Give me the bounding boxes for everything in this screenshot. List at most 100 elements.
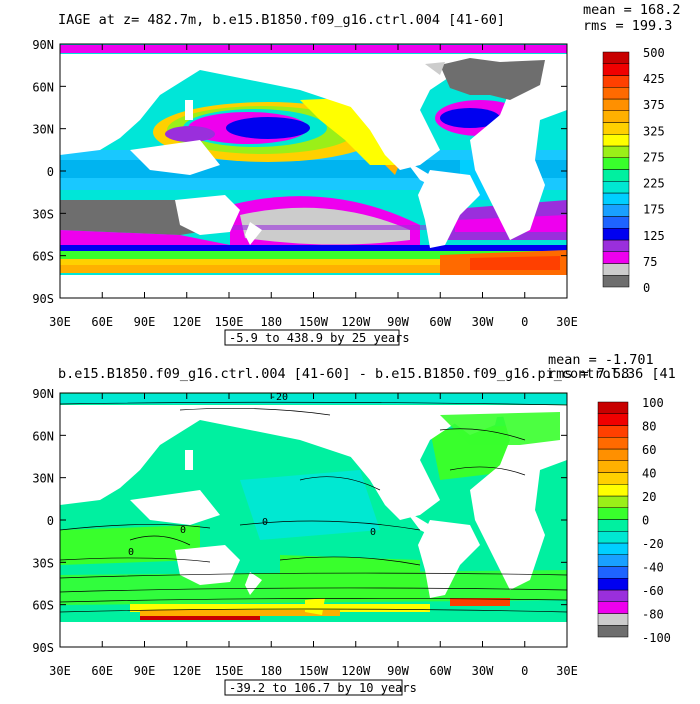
north-pacific-old-water [165, 126, 215, 142]
north-pacific-old-water [226, 117, 310, 139]
lat-label: 60N [32, 429, 54, 443]
lon-label: 60E [91, 315, 113, 329]
lon-label: 120W [341, 315, 371, 329]
lon-label: 30W [472, 315, 494, 329]
contour-labels: -20 0 0 0 0 [128, 392, 376, 558]
southern-red [450, 598, 510, 606]
lat-label: 90S [32, 292, 54, 306]
panel2-range-box [224, 679, 403, 696]
colorbar-label: 225 [643, 177, 665, 191]
colorbar-swatch [602, 145, 630, 158]
lon-label: 30E [556, 315, 578, 329]
panel2-range-label: -39.2 to 106.7 by 10 years [229, 681, 417, 695]
lon-label: 60W [429, 664, 451, 678]
colorbar-label: 40 [642, 467, 656, 481]
lat-label: 60N [32, 80, 54, 94]
lon-label: 30E [556, 664, 578, 678]
panel1-ticks [59, 43, 568, 299]
lat-label: 60S [32, 599, 54, 613]
colorbar-swatch [597, 495, 629, 508]
colorbar-swatch [597, 578, 629, 591]
colorbar-label: 0 [642, 514, 649, 528]
panel2-map: -20 0 0 0 0 [60, 392, 567, 647]
colorbar-swatch [597, 613, 629, 626]
lon-label: 0 [521, 315, 528, 329]
panel1-title: IAGE at z= 482.7m, b.e15.B1850.f09_g16.c… [58, 12, 505, 28]
colorbar-label: 20 [642, 490, 656, 504]
colorbar-label: 100 [642, 396, 664, 410]
lat-label: 30N [32, 472, 54, 486]
southern-yellow [130, 604, 430, 612]
lon-label: 90E [134, 315, 156, 329]
lon-label: 30W [472, 664, 494, 678]
panel1-mean: mean = 168.2 [583, 2, 681, 18]
panel1-lon-labels: 30E 60E 90E 120E 150E 180 150W 120W 90W 60W 30W 0 30… [49, 315, 578, 329]
colorbar-swatch [602, 51, 630, 64]
contour-label: 0 [370, 527, 376, 538]
lat-label: 90N [32, 38, 54, 52]
contour-lines [60, 401, 567, 613]
contour-label: -20 [270, 392, 288, 403]
lat-label: 60S [32, 250, 54, 264]
panel2-colorbar: 100 80 60 40 20 0 -20 -40 -60 -80 -100 [597, 396, 671, 645]
lat-label: 30S [32, 556, 54, 570]
lon-label: 180 [260, 315, 282, 329]
southern-band-green [60, 251, 567, 259]
southern-band-blue [60, 245, 567, 251]
panel2-mean: mean = -1.701 [548, 352, 654, 368]
south-pacific-purple [60, 225, 567, 230]
lon-label: 150W [299, 664, 329, 678]
colorbar-swatch [597, 460, 629, 473]
colorbar-swatch [597, 554, 629, 567]
cyan-patch [240, 470, 380, 540]
panel-difference: b.e15.B1850.f09_g16.ctrl.004 [41-60] - b… [32, 352, 676, 696]
colorbar-swatch [602, 228, 630, 241]
arctic-grey [440, 58, 545, 100]
indian-magenta [60, 230, 230, 245]
colorbar-swatch [597, 531, 629, 544]
colorbar-swatch [597, 437, 629, 450]
colorbar-swatch [602, 275, 630, 288]
colorbar-label: -40 [642, 561, 664, 575]
north-atlantic-water [440, 108, 500, 128]
panel1-range-box [224, 329, 400, 346]
lon-label: 120E [172, 664, 201, 678]
colorbar-swatch [602, 216, 630, 229]
colorbar-swatch [602, 204, 630, 217]
lon-label: 90W [387, 664, 409, 678]
colorbar-label: 275 [643, 150, 665, 164]
lat-label: 90N [32, 387, 54, 401]
colorbar-label: 500 [643, 46, 665, 60]
colorbar-swatch [597, 601, 629, 614]
lat-label: 30N [32, 123, 54, 137]
colorbar-label: -80 [642, 608, 664, 622]
panel2-title: b.e15.B1850.f09_g16.ctrl.004 [41-60] - b… [58, 366, 676, 382]
lon-label: 150E [215, 664, 244, 678]
lat-label: 0 [47, 514, 54, 528]
colorbar-label: 0 [643, 281, 650, 295]
lat-label: 0 [47, 165, 54, 179]
colorbar-swatch [602, 63, 630, 76]
colorbar-swatch [597, 425, 629, 438]
colorbar-label: 175 [643, 203, 665, 217]
colorbar-swatch [602, 181, 630, 194]
colorbar-swatch [597, 566, 629, 579]
colorbar-swatch [597, 401, 629, 414]
arctic-green [440, 412, 560, 445]
colorbar-swatch [602, 169, 630, 182]
lon-label: 0 [521, 664, 528, 678]
lon-label: 30E [49, 315, 71, 329]
colorbar-swatch [602, 157, 630, 170]
colorbar-swatch [597, 472, 629, 485]
lon-label: 60W [429, 315, 451, 329]
colorbar-swatch [602, 251, 630, 264]
southern-band-red [470, 256, 560, 270]
colorbar-label: 80 [642, 420, 656, 434]
colorbar-label: 325 [643, 124, 665, 138]
colorbar-swatch [602, 110, 630, 123]
panel2-lon-labels: 30E 60E 90E 120E 150E 180 150W 120W 90W 60W 30W 0 30… [49, 664, 578, 678]
lon-label: 150E [215, 315, 244, 329]
colorbar-label: -100 [642, 631, 671, 645]
southern-red [140, 616, 260, 620]
colorbar-swatch [597, 484, 629, 497]
